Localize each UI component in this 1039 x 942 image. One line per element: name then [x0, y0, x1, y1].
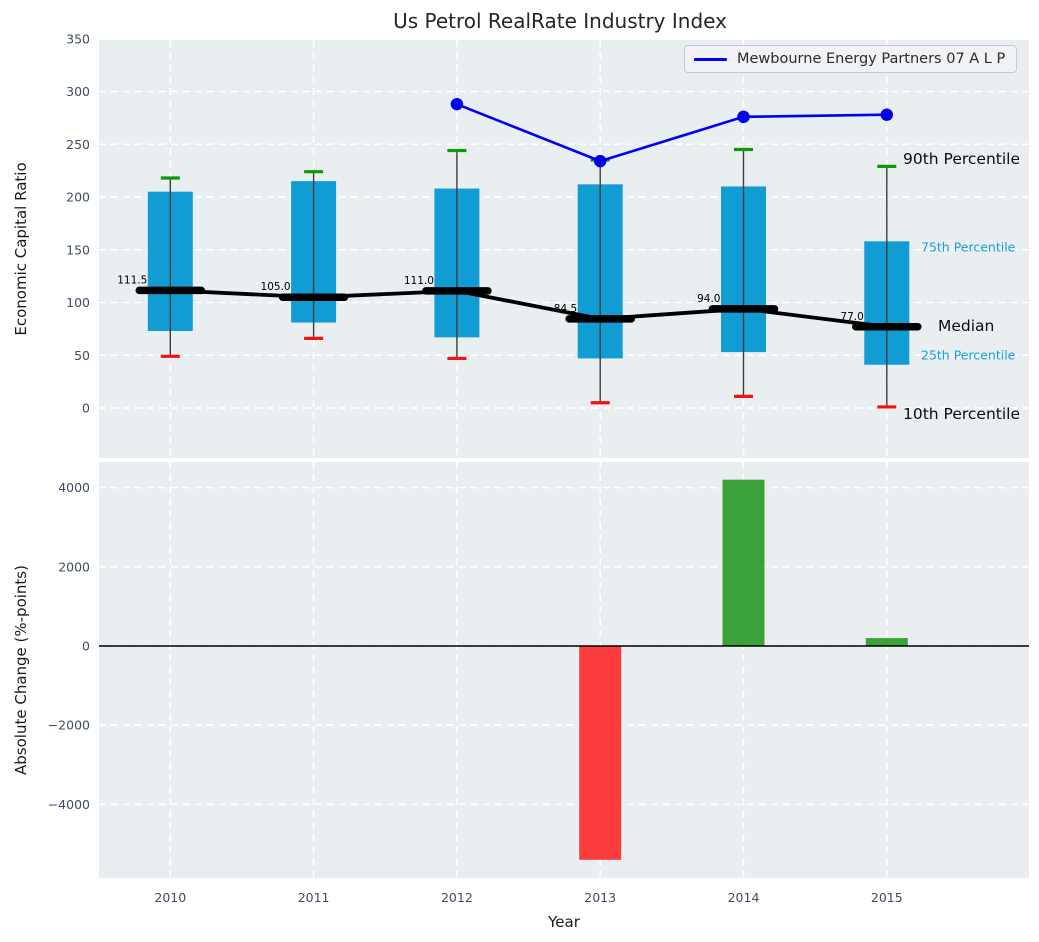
y-axis-label-top: Economic Capital Ratio [12, 162, 30, 336]
median-value-label-2010: 111.5 [117, 274, 147, 286]
y-tick-label: 100 [66, 295, 90, 310]
median-value-label-2014: 94.0 [697, 293, 720, 305]
x-tick-label-2011: 2011 [298, 890, 330, 905]
company-point-2014 [737, 110, 750, 124]
y-tick-label: 4000 [58, 480, 90, 495]
legend: Mewbourne Energy Partners 07 A L P [684, 45, 1018, 73]
median-value-label-2012: 111.0 [404, 275, 434, 287]
bottom-panel-background [99, 462, 1029, 878]
company-line [456, 102, 887, 163]
y-tick-label: −2000 [48, 718, 90, 733]
y-tick-label: 300 [66, 84, 90, 99]
median-value-label-2013: 84.5 [554, 303, 577, 315]
median-value-label-2011: 105.0 [261, 281, 291, 293]
x-tick-label-2013: 2013 [584, 890, 616, 905]
change-bar-2015 [865, 638, 908, 646]
x-tick-label-2012: 2012 [441, 890, 473, 905]
y-tick-label: 200 [66, 190, 90, 205]
x-tick-label-2015: 2015 [871, 890, 903, 905]
annotation-10th-percentile: 10th Percentile [903, 405, 1021, 423]
chart-title: Us Petrol RealRate Industry Index [393, 9, 727, 33]
change-bar-2014 [722, 479, 765, 646]
annotation-75th-percentile: 75th Percentile [921, 239, 1016, 255]
legend-line-sample-icon [694, 57, 727, 61]
y-tick-label: 350 [66, 31, 90, 46]
x-axis-label: Year [548, 913, 580, 931]
x-tick-label-2014: 2014 [728, 890, 760, 905]
annotation-median: Median [938, 317, 995, 335]
company-point-2012 [450, 97, 464, 111]
y-tick-label: 0 [82, 401, 90, 416]
annotation-25th-percentile: 25th Percentile [921, 347, 1016, 363]
y-tick-label: 0 [82, 639, 90, 654]
y-tick-label: 250 [66, 137, 90, 152]
change-bar-2013 [579, 646, 622, 860]
annotation-90th-percentile: 90th Percentile [903, 150, 1021, 168]
y-axis-label-bottom: Absolute Change (%-points) [12, 565, 30, 775]
legend-label: Mewbourne Energy Partners 07 A L P [737, 51, 1006, 67]
median-value-label-2015: 77.0 [840, 311, 863, 323]
y-tick-label: −4000 [48, 797, 90, 812]
x-tick-label-2010: 2010 [154, 890, 186, 905]
y-tick-label: 50 [74, 348, 90, 363]
company-point-2013 [594, 154, 607, 168]
company-point-2015 [880, 108, 893, 121]
y-tick-label: 2000 [58, 559, 90, 574]
y-tick-label: 150 [66, 242, 90, 257]
